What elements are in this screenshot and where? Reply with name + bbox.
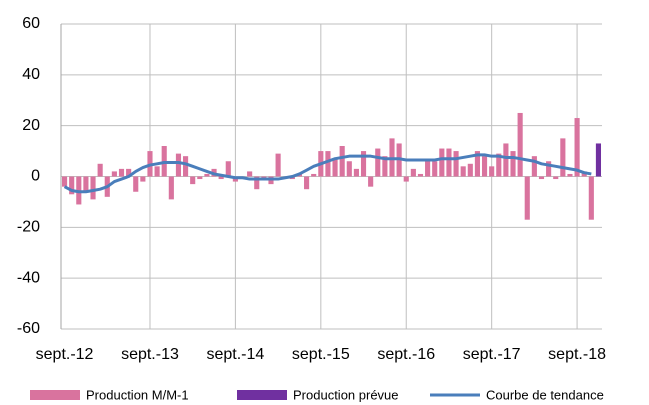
bar bbox=[204, 173, 210, 177]
bar bbox=[83, 176, 89, 192]
bar bbox=[225, 161, 231, 177]
bar bbox=[97, 163, 103, 177]
bar bbox=[496, 153, 502, 177]
bar bbox=[560, 138, 566, 177]
bar bbox=[368, 176, 374, 187]
y-tick-label: -20 bbox=[17, 219, 40, 236]
legend-swatch bbox=[237, 390, 287, 400]
bar bbox=[503, 143, 509, 177]
bar bbox=[126, 168, 132, 177]
bar bbox=[474, 151, 480, 177]
bar bbox=[453, 151, 459, 177]
x-tick-label: sept.-13 bbox=[121, 346, 179, 363]
trend-line bbox=[63, 153, 592, 194]
x-tick-label: sept.-15 bbox=[292, 346, 350, 363]
y-tick-label: 40 bbox=[22, 66, 40, 83]
bar bbox=[154, 166, 160, 177]
y-tick-label: -60 bbox=[17, 320, 40, 337]
legend-label: Courbe de tendance bbox=[486, 387, 604, 402]
y-tick-label: 20 bbox=[22, 117, 40, 134]
bar bbox=[183, 156, 189, 177]
y-tick-label: -40 bbox=[17, 269, 40, 286]
bar bbox=[175, 153, 182, 177]
bar bbox=[595, 143, 602, 177]
bar bbox=[439, 148, 445, 177]
bar bbox=[190, 176, 196, 185]
bar bbox=[538, 176, 545, 180]
bar bbox=[567, 173, 573, 177]
bar bbox=[339, 146, 345, 177]
bar bbox=[432, 161, 438, 177]
bar bbox=[111, 171, 117, 177]
legend-label: Production prévue bbox=[293, 387, 399, 402]
bar bbox=[467, 163, 473, 177]
bar bbox=[133, 176, 139, 192]
bar bbox=[61, 176, 68, 187]
bar bbox=[140, 176, 146, 182]
y-tick-label: 0 bbox=[31, 168, 40, 185]
bar bbox=[353, 168, 359, 177]
bar bbox=[403, 176, 409, 182]
bar bbox=[588, 176, 594, 220]
bar bbox=[546, 161, 552, 177]
bar bbox=[417, 173, 424, 177]
bar bbox=[510, 151, 516, 177]
bar bbox=[425, 161, 431, 177]
x-tick-label: sept.-16 bbox=[377, 346, 435, 363]
bar bbox=[218, 176, 224, 180]
bar bbox=[446, 148, 452, 177]
bar bbox=[524, 176, 530, 220]
bar bbox=[325, 151, 331, 177]
bar bbox=[311, 173, 317, 177]
bar bbox=[517, 112, 523, 177]
bar bbox=[168, 176, 174, 200]
bar bbox=[410, 168, 416, 177]
bar bbox=[118, 168, 125, 177]
x-tick-label: sept.-18 bbox=[548, 346, 606, 363]
bar bbox=[197, 176, 203, 180]
x-tick-label: sept.-14 bbox=[206, 346, 264, 363]
bar bbox=[481, 156, 488, 177]
bar bbox=[375, 148, 381, 177]
bar bbox=[460, 166, 466, 177]
bar bbox=[489, 166, 495, 177]
bar bbox=[90, 176, 96, 200]
y-tick-label: 60 bbox=[22, 15, 40, 32]
bar bbox=[360, 151, 367, 177]
bar bbox=[332, 158, 338, 177]
legend-swatch bbox=[30, 390, 80, 400]
x-tick-label: sept.-12 bbox=[36, 346, 94, 363]
bar bbox=[247, 171, 253, 177]
bar bbox=[69, 176, 75, 195]
bar bbox=[275, 153, 281, 177]
bar bbox=[346, 161, 352, 177]
bar bbox=[531, 156, 537, 177]
bar bbox=[382, 156, 388, 177]
legend-label: Production M/M-1 bbox=[86, 387, 189, 402]
x-tick-label: sept.-17 bbox=[463, 346, 521, 363]
bar bbox=[254, 176, 260, 190]
bar bbox=[304, 176, 310, 190]
bar bbox=[574, 118, 580, 177]
bar bbox=[553, 176, 559, 180]
